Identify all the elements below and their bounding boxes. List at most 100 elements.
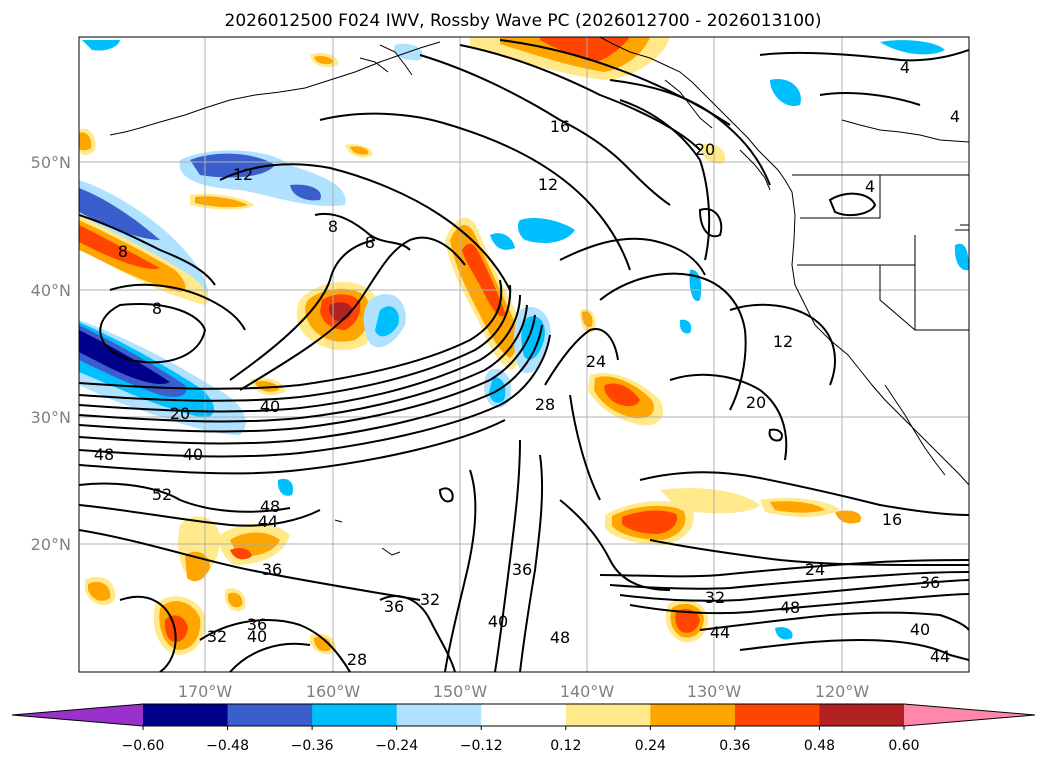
contour-label: 40 xyxy=(247,627,267,646)
colorbar-tick-label: 0.12 xyxy=(550,738,581,754)
contour-label: 40 xyxy=(260,397,280,416)
colorbar-segment xyxy=(396,704,482,726)
contour-label: 24 xyxy=(805,560,825,579)
contour-label: 20 xyxy=(170,404,190,423)
contour-label: 36 xyxy=(920,573,940,592)
contour-label: 24 xyxy=(586,352,606,371)
contour-label: 28 xyxy=(347,650,367,669)
colorbar-segment xyxy=(481,704,567,726)
colorbar-tick-label: −0.60 xyxy=(122,738,165,754)
lat-label-50n: 50°N xyxy=(31,153,71,172)
anomaly-patch xyxy=(82,40,120,51)
anomaly-patch xyxy=(775,627,793,640)
contour-label: 12 xyxy=(233,165,253,184)
contour-label: 48 xyxy=(780,598,800,617)
map-panel: 4 4 16 20 12 12 8 8 8 8 4 20 24 28 12 20… xyxy=(78,36,970,673)
contour-label: 8 xyxy=(152,299,162,318)
contour-label: 12 xyxy=(773,332,793,351)
colorbar-tick-label: −0.48 xyxy=(206,738,249,754)
latitude-labels: 50°N 40°N 30°N 20°N xyxy=(31,153,71,554)
anomaly-patch xyxy=(79,132,92,151)
anomaly-patch xyxy=(79,225,160,269)
anomaly-patch xyxy=(675,609,700,633)
contour-label: 20 xyxy=(695,140,715,159)
anomaly-patch xyxy=(314,55,334,65)
contour-label: 4 xyxy=(865,177,875,196)
colorbar-tick-label: −0.36 xyxy=(291,738,334,754)
colorbar-tick-label: −0.12 xyxy=(460,738,503,754)
contour-label: 40 xyxy=(183,445,203,464)
colorbar-tick-label: −0.24 xyxy=(375,738,418,754)
colorbar-segment xyxy=(734,704,820,726)
anomaly-patch xyxy=(79,330,170,385)
anomaly-patch xyxy=(164,615,188,642)
anomaly-patch xyxy=(228,592,243,608)
contour-label: 8 xyxy=(365,233,375,252)
contour-label: 36 xyxy=(384,597,404,616)
colorbar-ticks: −0.60 −0.48 −0.36 −0.24 −0.12 0.12 0.24 0.36 0.4… xyxy=(122,726,920,754)
anomaly-patch xyxy=(770,79,801,106)
anomaly-patch xyxy=(88,581,111,601)
colorbar-tick-label: 0.24 xyxy=(635,738,666,754)
figure-title: 2026012500 F024 IWV, Rossby Wave PC (202… xyxy=(225,11,822,31)
contour-label: 52 xyxy=(152,485,172,504)
anomaly-patch xyxy=(190,153,275,178)
contour-label: 48 xyxy=(550,628,570,647)
anomaly-patch xyxy=(230,548,252,560)
anomaly-patch xyxy=(770,501,825,513)
contour-label: 16 xyxy=(550,117,570,136)
anomaly-patch xyxy=(375,306,399,337)
contour-label: 48 xyxy=(94,445,114,464)
anomaly-patch xyxy=(521,316,545,360)
colorbar-segment xyxy=(819,704,905,726)
contour-label: 12 xyxy=(538,175,558,194)
anomaly-patch xyxy=(604,383,640,407)
colorbar-segment xyxy=(650,704,736,726)
anomaly-patch xyxy=(679,319,692,334)
anomaly-patch xyxy=(835,510,861,524)
contour-label: 36 xyxy=(512,560,532,579)
contour-label: 8 xyxy=(328,217,338,236)
lon-label-130w: 130°W xyxy=(687,682,742,701)
colorbar: −0.60 −0.48 −0.36 −0.24 −0.12 0.12 0.24 0.36 0.4… xyxy=(11,703,1036,754)
colorbar-extend-low xyxy=(12,704,143,726)
contour-label: 4 xyxy=(900,58,910,77)
contour-label: 28 xyxy=(535,395,555,414)
anomaly-patch xyxy=(954,243,969,271)
anomaly-patch xyxy=(290,184,321,201)
contour-label: 40 xyxy=(910,620,930,639)
contour-label: 40 xyxy=(488,612,508,631)
anomaly-patch xyxy=(79,188,160,240)
lat-label-40n: 40°N xyxy=(31,281,71,300)
colorbar-segment xyxy=(312,704,398,726)
contour-label: 16 xyxy=(882,510,902,529)
lon-label-120w: 120°W xyxy=(815,682,870,701)
contour-label: 8 xyxy=(118,242,128,261)
anomaly-patch xyxy=(880,40,945,55)
anomaly-patch xyxy=(314,636,331,652)
lat-label-30n: 30°N xyxy=(31,408,71,427)
longitude-labels: 170°W 160°W 150°W 140°W 130°W 120°W xyxy=(178,682,870,701)
anomaly-patch xyxy=(277,478,294,496)
lon-label-170w: 170°W xyxy=(178,682,233,701)
colorbar-segment xyxy=(227,704,313,726)
colorbar-tick-label: 0.36 xyxy=(719,738,750,754)
contour-label: 32 xyxy=(207,627,227,646)
anomaly-patch xyxy=(255,381,280,392)
contour-label: 32 xyxy=(420,590,440,609)
anomaly-patch xyxy=(540,37,630,62)
contour-label: 44 xyxy=(710,623,730,642)
map-frame xyxy=(78,36,970,673)
contour-label: 44 xyxy=(930,647,950,666)
anomaly-patch xyxy=(517,218,575,243)
colorbar-tick-label: 0.48 xyxy=(804,738,835,754)
lon-label-150w: 150°W xyxy=(433,682,488,701)
lon-label-140w: 140°W xyxy=(560,682,615,701)
anomaly-patch xyxy=(462,243,506,317)
anomaly-patch xyxy=(490,233,515,250)
colorbar-extend-high xyxy=(904,704,1035,726)
contour-labels: 4 4 16 20 12 12 8 8 8 8 4 20 24 28 12 20… xyxy=(94,58,960,669)
anomaly-patch xyxy=(660,488,760,514)
lon-label-160w: 160°W xyxy=(306,682,361,701)
